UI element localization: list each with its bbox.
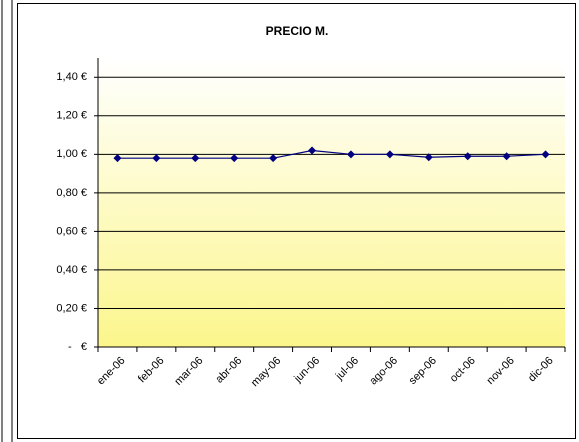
y-tick-label: 0,80 €	[56, 187, 87, 199]
y-tick-label: - €	[68, 341, 87, 353]
data-point	[113, 154, 122, 163]
y-tick-label: 1,40 €	[56, 71, 87, 83]
chart-title: PRECIO M.	[266, 24, 329, 38]
plot-area	[98, 58, 565, 347]
y-tick-label: 0,20 €	[56, 302, 87, 314]
y-tick-label: 1,20 €	[56, 110, 87, 122]
y-tick-label: 0,60 €	[56, 225, 87, 237]
y-tick-label: 0,40 €	[56, 264, 87, 276]
data-point	[230, 154, 239, 163]
data-point	[541, 150, 550, 159]
y-tick-label: 1,00 €	[56, 148, 87, 160]
data-point	[269, 154, 278, 163]
series-line	[117, 149, 546, 159]
data-point	[308, 146, 317, 155]
data-point	[463, 152, 472, 161]
data-point	[152, 154, 161, 163]
data-point	[502, 152, 511, 161]
data-point	[424, 153, 433, 162]
data-point	[385, 150, 394, 159]
data-point	[346, 150, 355, 159]
data-point	[191, 154, 200, 163]
